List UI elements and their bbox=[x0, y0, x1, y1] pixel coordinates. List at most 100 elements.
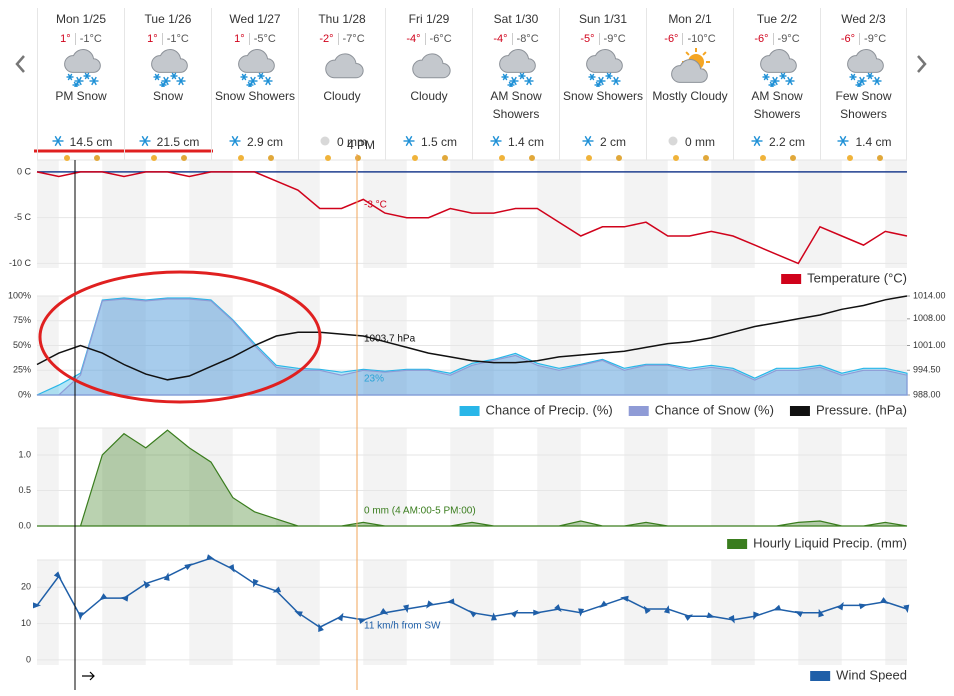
temp-high: -4° bbox=[493, 33, 513, 45]
amount-icon bbox=[229, 135, 241, 147]
annotation: 1003.7 hPa bbox=[364, 334, 416, 345]
amount: 2.2 cm bbox=[734, 134, 820, 149]
annotation: 23% bbox=[364, 374, 384, 385]
wind-marker bbox=[772, 604, 782, 611]
day-label: Fri 1/29 bbox=[386, 12, 472, 26]
wind-marker bbox=[753, 611, 759, 621]
night-stripe bbox=[276, 160, 320, 268]
temp-high: -6° bbox=[840, 33, 861, 45]
amount-icon bbox=[751, 135, 763, 147]
cloud bbox=[760, 49, 797, 73]
night-stripe bbox=[798, 428, 842, 526]
wind-marker bbox=[358, 618, 368, 624]
sun-dot bbox=[760, 155, 766, 161]
wind-marker bbox=[858, 603, 868, 610]
wind-marker bbox=[53, 571, 62, 580]
cloud bbox=[586, 49, 623, 73]
annotation: -3 °C bbox=[364, 200, 387, 211]
wind-marker bbox=[143, 580, 151, 589]
snowflake-stroke bbox=[850, 73, 855, 81]
amount-text: 1.4 cm bbox=[855, 135, 892, 149]
cloud bbox=[325, 53, 364, 79]
weather-icon bbox=[846, 49, 884, 87]
wind-marker bbox=[272, 586, 282, 593]
night-stripe bbox=[102, 428, 146, 526]
amount: 14.5 cm bbox=[38, 134, 124, 149]
temp-high: -5° bbox=[580, 33, 600, 45]
day-text: Sat 1/30 bbox=[493, 12, 539, 26]
day-card: Wed 1/27 1° -5°C Snow Showers 2.9 cm bbox=[211, 8, 298, 160]
day-label: Tue 1/26 bbox=[125, 12, 211, 26]
snowflake-stroke bbox=[526, 76, 532, 86]
snowflake-stroke bbox=[492, 135, 500, 147]
wind-marker bbox=[620, 595, 629, 602]
snowflake-stroke bbox=[770, 81, 775, 87]
snowflake-stroke bbox=[753, 135, 761, 147]
wind-marker bbox=[380, 608, 389, 615]
wind-marker bbox=[794, 610, 804, 618]
y-tick-label: 100% bbox=[8, 290, 31, 300]
amount: 1.5 cm bbox=[386, 134, 472, 149]
day-text: Wed 1/27 bbox=[229, 12, 281, 26]
area bbox=[37, 429, 908, 527]
y-tick-label: -10 C bbox=[9, 258, 32, 268]
legend-label: Chance of Precip. (%) bbox=[486, 402, 613, 417]
condition-text: Snow Showers bbox=[214, 89, 296, 103]
y-tick-label: 1.0 bbox=[18, 449, 31, 459]
legend-label: Chance of Snow (%) bbox=[655, 402, 774, 417]
day-label: Thu 1/28 bbox=[299, 12, 385, 26]
day-card: Mon 1/25 1° -1°C PM Snow 14.5 cm bbox=[37, 8, 124, 160]
night-stripe bbox=[102, 160, 146, 268]
y2-tick-label: 988.00 bbox=[913, 389, 941, 399]
night-stripe bbox=[885, 560, 907, 665]
condition: PM Snow bbox=[38, 87, 124, 105]
wind-marker bbox=[510, 609, 519, 618]
amount: 0 mm bbox=[299, 134, 385, 149]
snowflake-stroke bbox=[91, 76, 97, 86]
amount: 0 mm bbox=[647, 134, 733, 149]
temp-high: -6° bbox=[754, 33, 774, 45]
night-stripe bbox=[885, 428, 907, 526]
area bbox=[37, 298, 908, 396]
snowflake-stroke bbox=[54, 135, 62, 147]
night-stripe bbox=[624, 160, 668, 268]
wind-marker bbox=[426, 600, 434, 609]
sun-dot bbox=[847, 155, 853, 161]
cloud bbox=[64, 49, 101, 73]
night-stripe bbox=[624, 428, 668, 526]
y-tick-label: 0.0 bbox=[18, 520, 31, 530]
legend-label: Pressure. (hPa) bbox=[816, 402, 907, 417]
legend-swatch bbox=[727, 539, 748, 549]
day-card: Mon 2/1 -6° -10°C Mostly Cloudy 0 mm bbox=[646, 8, 733, 160]
sun-dot bbox=[673, 155, 679, 161]
snowflake-stroke bbox=[502, 73, 508, 81]
moon-dot bbox=[616, 155, 622, 161]
temps: 1° -1°C bbox=[125, 33, 211, 45]
temps: -2° -7°C bbox=[299, 33, 385, 45]
wind-marker bbox=[163, 572, 170, 581]
night-stripe bbox=[537, 560, 581, 665]
temp-low: -1°C bbox=[166, 33, 189, 45]
amount: 21.5 cm bbox=[125, 134, 211, 149]
day-label: Sat 1/30 bbox=[473, 12, 559, 26]
condition: Cloudy bbox=[299, 87, 385, 105]
day-text: Tue 1/26 bbox=[144, 12, 192, 26]
legend-label: Wind Speed bbox=[836, 667, 907, 682]
snowflake-stroke bbox=[265, 76, 271, 86]
temp-high: -6° bbox=[664, 33, 684, 45]
night-stripe bbox=[189, 160, 233, 268]
condition-text: AM Snow Showers bbox=[490, 89, 542, 121]
y-tick-label: -5 C bbox=[14, 212, 32, 222]
wind-marker bbox=[643, 605, 651, 615]
day-label: Tue 2/2 bbox=[734, 12, 820, 26]
wind-marker bbox=[818, 608, 825, 618]
y2-tick-label: 1014.00 bbox=[913, 290, 946, 300]
temps: 1° -5°C bbox=[212, 33, 298, 45]
night-stripe bbox=[189, 560, 233, 665]
sun-ray bbox=[685, 51, 690, 56]
weather-icon bbox=[151, 49, 188, 87]
legend-label: Temperature (°C) bbox=[807, 270, 907, 285]
day-text: Fri 1/29 bbox=[408, 12, 450, 26]
condition-text: PM Snow bbox=[55, 89, 107, 103]
temp-low: -5°C bbox=[253, 33, 276, 45]
